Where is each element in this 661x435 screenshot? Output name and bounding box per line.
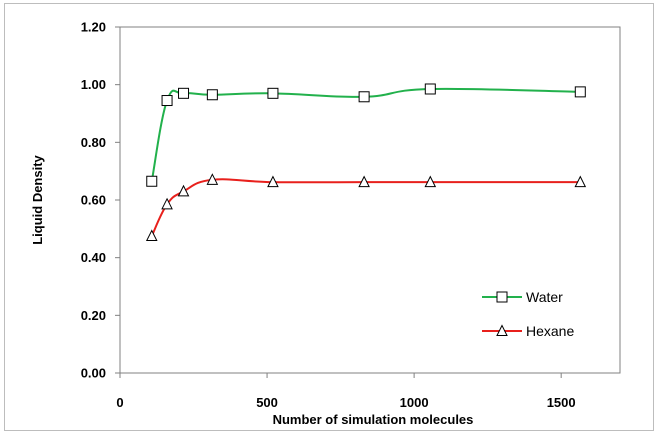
data-point-water — [178, 87, 190, 99]
data-point-water — [424, 83, 436, 95]
y-tick-label: 0.60 — [81, 193, 106, 208]
y-tick-label: 1.00 — [81, 77, 106, 92]
x-tick-label: 1500 — [547, 395, 576, 410]
legend: Water Hexane — [482, 289, 574, 339]
y-tick-label: 0.40 — [81, 250, 106, 265]
y-axis-title: Liquid Density — [30, 154, 45, 244]
data-point-hexane — [161, 197, 173, 210]
data-point-hexane — [145, 229, 158, 242]
legend-marker-water — [496, 291, 508, 303]
data-point-water — [267, 87, 279, 99]
data-point-hexane — [267, 175, 279, 188]
data-point-hexane — [206, 173, 219, 185]
data-point-water — [161, 95, 173, 107]
data-point-water — [206, 89, 218, 101]
legend-label-water: Water — [526, 289, 563, 305]
legend-marker-hexane — [496, 324, 508, 336]
data-point-hexane — [177, 184, 190, 197]
y-tick-label: 0.80 — [81, 135, 106, 150]
series-layer — [145, 83, 587, 242]
x-tick-label: 0 — [116, 395, 123, 410]
data-point-hexane — [424, 175, 437, 188]
x-tick-label: 500 — [256, 395, 278, 410]
x-tick-label: 1000 — [400, 395, 429, 410]
data-point-hexane — [574, 175, 587, 188]
x-axis-title: Number of simulation molecules — [273, 412, 474, 427]
axes: 0.00 0.20 0.40 0.60 0.80 1.00 1.20 0 500 1000 1500 — [81, 20, 576, 411]
y-tick-label: 0.20 — [81, 308, 106, 323]
legend-label-hexane: Hexane — [526, 323, 574, 339]
data-point-water — [574, 86, 586, 98]
y-tick-label: 1.20 — [81, 20, 106, 35]
plot-area — [119, 26, 621, 374]
data-point-water — [146, 175, 158, 187]
data-point-hexane — [358, 175, 370, 188]
data-point-water — [358, 91, 370, 103]
y-tick-label: 0.00 — [81, 366, 106, 381]
